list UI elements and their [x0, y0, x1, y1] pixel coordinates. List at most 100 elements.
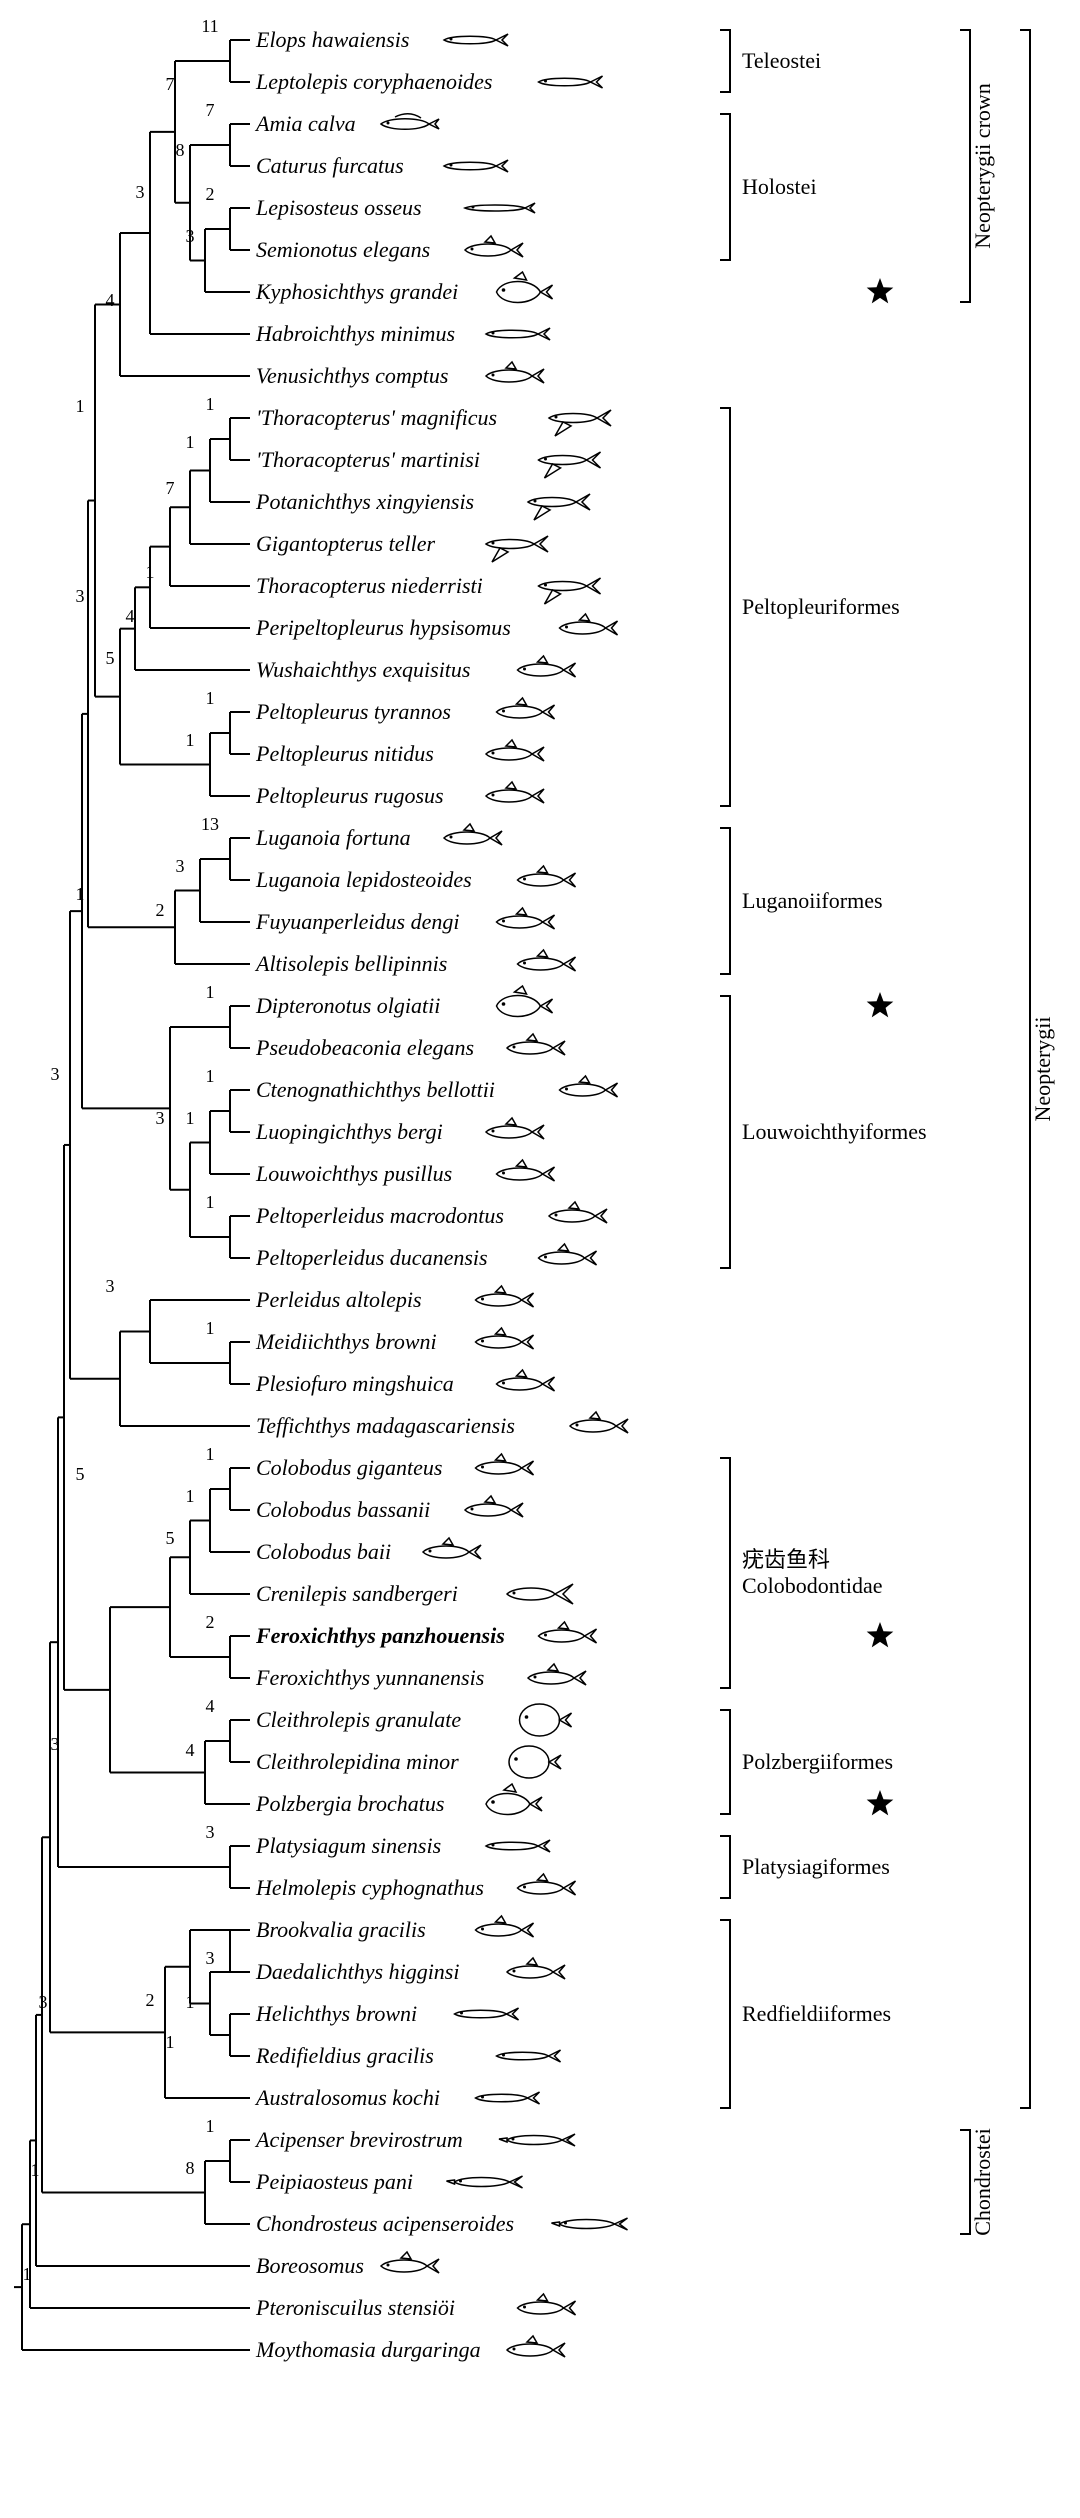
taxon-label: Chondrosteus acipenseroides	[256, 2211, 514, 2236]
taxon-label: Venusichthys comptus	[256, 363, 448, 388]
taxon-label: Louwoichthys pusillus	[255, 1161, 452, 1186]
branch-support: 1	[76, 884, 85, 904]
taxon-label: Feroxichthys yunnanensis	[255, 1665, 484, 1690]
branch-support: 2	[146, 1990, 155, 2010]
branch-support: 1	[206, 394, 215, 414]
branch-support: 1	[76, 396, 85, 416]
svg-text:Luganoiiformes: Luganoiiformes	[742, 888, 883, 913]
branch-support: 1	[166, 2032, 175, 2052]
branch-support: 3	[206, 1822, 215, 1842]
branch-support: 7	[206, 100, 215, 120]
branch-support: 1	[31, 2160, 40, 2180]
taxon-label: Helichthys browni	[255, 2001, 417, 2026]
svg-text:Louwoichthyiformes: Louwoichthyiformes	[742, 1119, 927, 1144]
branch-support: 3	[106, 1276, 115, 1296]
branch-support: 3	[51, 1064, 60, 1084]
taxon-label: Colobodus giganteus	[256, 1455, 442, 1480]
taxon-label: Peltoperleidus macrodontus	[255, 1203, 504, 1228]
taxon-label: Perleidus altolepis	[255, 1287, 422, 1312]
taxon-label: Kyphosichthys grandei	[255, 279, 458, 304]
branch-support: 11	[201, 16, 218, 36]
svg-text:Colobodontidae: Colobodontidae	[742, 1573, 883, 1598]
taxon-label: Dipteronotus olgiatii	[255, 993, 440, 1018]
svg-text:Redfieldiiformes: Redfieldiiformes	[742, 2001, 891, 2026]
branch-support: 3	[136, 182, 145, 202]
branch-support: 1	[186, 1108, 195, 1128]
taxon-label: Altisolepis bellipinnis	[254, 951, 447, 976]
taxon-label: Brookvalia gracilis	[256, 1917, 426, 1942]
branch-support: 1	[146, 562, 155, 582]
branch-support: 5	[76, 1464, 85, 1484]
taxon-label: Feroxichthys panzhouensis	[255, 1623, 505, 1648]
side-clade-label: Neopterygii crown	[970, 83, 995, 249]
branch-support: 1	[23, 2264, 32, 2284]
branch-support: 1	[206, 1066, 215, 1086]
phylogenetic-tree: Elops hawaiensisLeptolepis coryphaenoide…	[10, 10, 1070, 2508]
taxon-label: Moythomasia durgaringa	[255, 2337, 481, 2362]
taxon-label: Elops hawaiensis	[255, 27, 409, 52]
taxon-label: Peltopleurus nitidus	[255, 741, 434, 766]
taxon-label: Teffichthys madagascariensis	[256, 1413, 515, 1438]
branch-support: 1	[206, 1192, 215, 1212]
taxon-label: Semionotus elegans	[256, 237, 430, 262]
taxon-label: Habroichthys minimus	[255, 321, 455, 346]
taxon-label: Acipenser brevirostrum	[254, 2127, 463, 2152]
branch-support: 1	[186, 1992, 195, 2012]
taxon-label: Ctenognathichthys bellottii	[256, 1077, 495, 1102]
taxon-label: Peipiaosteus pani	[255, 2169, 413, 2194]
svg-text:疣齿鱼科: 疣齿鱼科	[742, 1547, 830, 1572]
branch-support: 1	[186, 1486, 195, 1506]
taxon-label: Redifieldius gracilis	[255, 2043, 434, 2068]
taxon-label: Fuyuanperleidus dengi	[255, 909, 459, 934]
branch-support: 8	[186, 2158, 195, 2178]
taxon-label: Helmolepis cyphognathus	[255, 1875, 484, 1900]
branch-support: 1	[186, 730, 195, 750]
branch-support: 3	[39, 1992, 48, 2012]
branch-support: 3	[51, 1734, 60, 1754]
taxon-label: Amia calva	[254, 111, 356, 136]
taxon-label: 'Thoracopterus' magnificus	[256, 405, 497, 430]
branch-support: 1	[206, 1444, 215, 1464]
taxon-label: Plesiofuro mingshuica	[255, 1371, 454, 1396]
branch-support: 3	[186, 226, 195, 246]
branch-support: 8	[176, 140, 185, 160]
branch-support: 3	[176, 856, 185, 876]
taxon-label: Colobodus baii	[256, 1539, 391, 1564]
branch-support: 5	[106, 648, 115, 668]
taxon-label: Peltopleurus tyrannos	[255, 699, 451, 724]
taxon-label: Potanichthys xingyiensis	[255, 489, 474, 514]
taxon-label: Pteroniscuilus stensiöi	[255, 2295, 455, 2320]
branch-support: 2	[206, 1612, 215, 1632]
svg-text:Holostei: Holostei	[742, 174, 817, 199]
branch-support: 2	[206, 184, 215, 204]
taxon-label: Cleithrolepis granulate	[256, 1707, 461, 1732]
taxon-label: Luganoia fortuna	[255, 825, 411, 850]
taxon-label: Thoracopterus niederristi	[256, 573, 483, 598]
side-clade-label: Neopterygii	[1030, 1016, 1055, 1121]
side-clade-label: Chondrostei	[970, 2128, 995, 2236]
taxon-label: Australosomus kochi	[254, 2085, 440, 2110]
branch-support: 1	[206, 982, 215, 1002]
taxon-label: Peltopleurus rugosus	[255, 783, 444, 808]
branch-support: 7	[166, 478, 175, 498]
branch-support: 2	[156, 900, 165, 920]
taxon-label: Boreosomus	[256, 2253, 364, 2278]
svg-text:Teleostei: Teleostei	[742, 48, 821, 73]
taxon-label: Cleithrolepidina minor	[256, 1749, 459, 1774]
taxon-label: Luopingichthys bergi	[255, 1119, 443, 1144]
taxon-label: Luganoia lepidosteoides	[255, 867, 472, 892]
branch-support: 4	[186, 1740, 195, 1760]
taxon-label: Daedalichthys higginsi	[255, 1959, 459, 1984]
taxon-label: Gigantopterus teller	[256, 531, 435, 556]
branch-support: 4	[126, 606, 135, 626]
branch-support: 1	[186, 432, 195, 452]
taxon-label: Meidiichthys browni	[255, 1329, 437, 1354]
branch-support: 3	[156, 1108, 165, 1128]
branch-support: 4	[106, 290, 115, 310]
branch-support: 3	[206, 1948, 215, 1968]
svg-text:Platysiagiformes: Platysiagiformes	[742, 1854, 890, 1879]
taxon-label: Lepisosteus osseus	[255, 195, 422, 220]
branch-support: 13	[201, 814, 219, 834]
taxon-label: Caturus furcatus	[256, 153, 404, 178]
branch-support: 7	[166, 74, 175, 94]
